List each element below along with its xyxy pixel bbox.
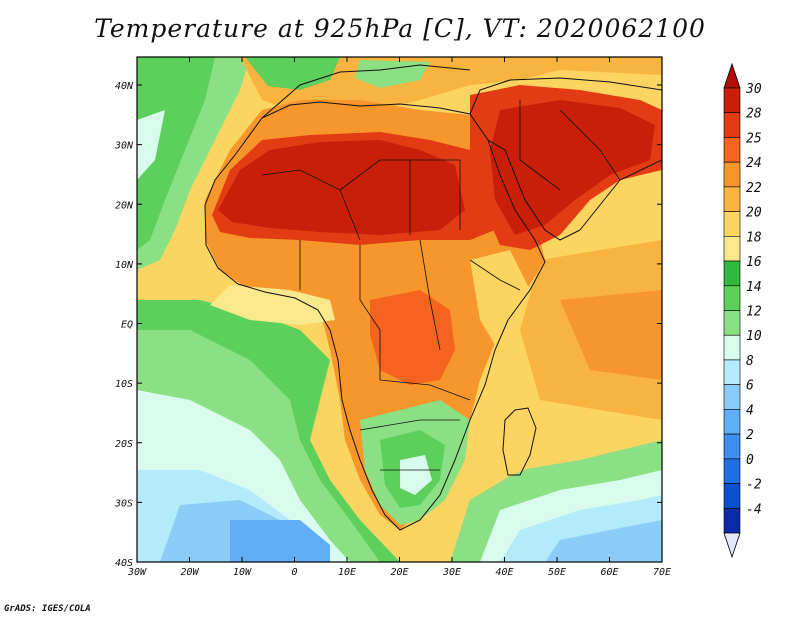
coastlines xyxy=(204,64,662,531)
colorbar-label: 25 xyxy=(746,131,762,146)
colorbar-segment xyxy=(723,161,741,188)
lat-tick-label: 10N xyxy=(115,260,134,271)
colorbar-label: 0 xyxy=(746,453,754,468)
colorbar-label: 10 xyxy=(746,329,762,344)
colorbar-label: 24 xyxy=(746,156,762,171)
colorbar-segment xyxy=(723,236,741,262)
colorbar-label: 6 xyxy=(746,379,754,394)
longitude-axis: 30W 20W 10W 0 10E 20E 30E 40E 50E 60E 70E xyxy=(127,57,671,578)
lon-tick-label: 50E xyxy=(548,567,566,578)
colorbar-segment xyxy=(723,211,741,237)
lon-tick-label: 10W xyxy=(233,567,252,578)
colorbar-label: 16 xyxy=(746,255,762,270)
colorbar-bottom-arrow xyxy=(723,532,741,559)
lon-tick-label: 20E xyxy=(390,567,408,578)
lon-tick-label: 30E xyxy=(442,567,461,578)
credit-label: GrADS: IGES/COLA xyxy=(4,604,91,614)
colorbar-segment xyxy=(723,384,741,410)
colorbar-label: -2 xyxy=(746,478,762,493)
colorbar-segment xyxy=(723,433,741,460)
colorbar-segment xyxy=(723,310,741,336)
lat-tick-label: 40S xyxy=(115,558,133,569)
lat-tick-label: 20N xyxy=(115,200,134,211)
colorbar-segment xyxy=(723,112,741,138)
map-title: Temperature at 925hPa [C], VT: 202006210… xyxy=(94,14,706,43)
colorbar-label: 2 xyxy=(746,428,754,443)
lon-tick-label: 40E xyxy=(495,567,513,578)
colorbar-label: 12 xyxy=(746,305,762,320)
lat-tick-label: 30N xyxy=(114,141,134,152)
colorbar-top-arrow xyxy=(723,62,741,89)
colorbar-label: 4 xyxy=(746,403,754,418)
colorbar-segment xyxy=(723,507,741,534)
colorbar-segment xyxy=(723,186,741,212)
lon-tick-label: 20W xyxy=(180,567,199,578)
lat-tick-label: EQ xyxy=(121,320,133,331)
colorbar-segment xyxy=(723,285,741,311)
colorbar-segment xyxy=(723,334,741,361)
lon-tick-label: 60E xyxy=(600,567,618,578)
lon-tick-label: 70E xyxy=(653,567,671,578)
colorbar-segment xyxy=(723,409,741,435)
lat-tick-label: 20S xyxy=(115,439,133,450)
temperature-field xyxy=(137,57,662,562)
colorbar-segment xyxy=(723,458,741,484)
lat-tick-label: 10S xyxy=(115,379,133,390)
colorbar-label: 30 xyxy=(745,82,762,97)
colorbar-segment xyxy=(723,137,741,163)
lon-tick-label: 10E xyxy=(338,567,356,578)
colorbar-label: 8 xyxy=(746,354,754,369)
lat-tick-label: 40N xyxy=(115,81,134,92)
latitude-axis: 40N 30N 20N 10N EQ 10S 20S 30S 40S xyxy=(114,81,662,569)
lat-tick-label: 30S xyxy=(114,498,133,509)
colorbar-label: -4 xyxy=(746,502,762,517)
colorbar-segment xyxy=(723,359,741,385)
colorbar-segment xyxy=(723,87,741,114)
lon-tick-label: 0 xyxy=(291,567,297,578)
colorbar-label: 20 xyxy=(746,206,762,221)
colorbar-label: 14 xyxy=(746,280,762,295)
colorbar-segment xyxy=(723,483,741,509)
colorbar-label: 18 xyxy=(746,230,762,245)
lon-tick-label: 30W xyxy=(127,567,147,578)
colorbar-label: 28 xyxy=(746,107,762,122)
colorbar-segment xyxy=(723,260,741,287)
colorbar-label: 22 xyxy=(746,181,762,196)
